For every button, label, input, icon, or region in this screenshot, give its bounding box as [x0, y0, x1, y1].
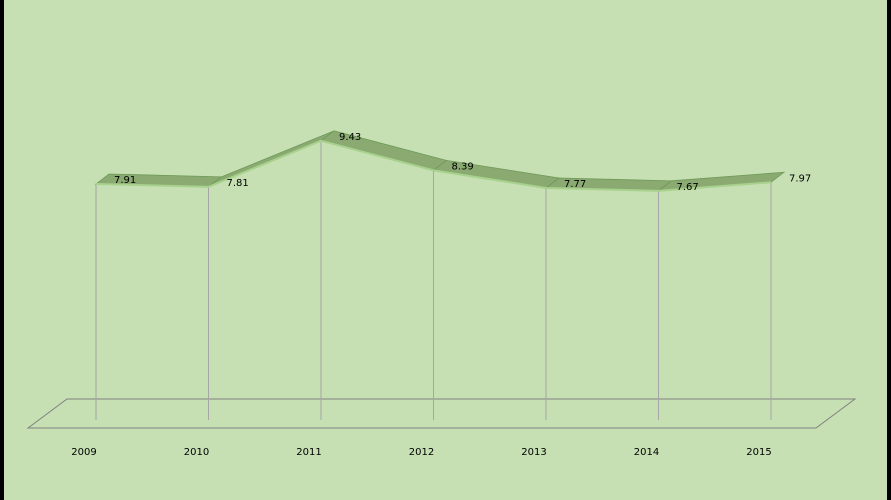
- chart-floor: [26, 398, 857, 429]
- x-tick-2009: 2009: [71, 447, 96, 458]
- data-label-2013: 7.77: [564, 179, 586, 190]
- series-ribbon: [94, 130, 786, 192]
- x-tick-2011: 2011: [296, 447, 321, 458]
- x-tick-2014: 2014: [634, 447, 659, 458]
- series-line: [95, 139, 772, 192]
- data-label-2014: 7.67: [677, 182, 699, 193]
- data-label-2012: 8.39: [452, 161, 474, 172]
- data-label-2010: 7.81: [227, 178, 249, 189]
- x-tick-2015: 2015: [746, 447, 771, 458]
- drop-lines: [95, 140, 772, 420]
- line-chart: 7.91 7.81 9.43 8.39 7.77 7.67 7.97 2009 2010 201…: [26, 130, 857, 458]
- data-label-2009: 7.91: [114, 175, 136, 186]
- data-label-2011: 9.43: [339, 132, 361, 143]
- x-tick-2013: 2013: [521, 447, 546, 458]
- data-label-2015: 7.97: [789, 173, 811, 184]
- data-labels: 7.91 7.81 9.43 8.39 7.77 7.67 7.97: [114, 132, 811, 193]
- x-axis-ticks: 2009 2010 2011 2012 2013 2014 2015: [71, 447, 771, 458]
- x-tick-2012: 2012: [409, 447, 434, 458]
- x-tick-2010: 2010: [184, 447, 209, 458]
